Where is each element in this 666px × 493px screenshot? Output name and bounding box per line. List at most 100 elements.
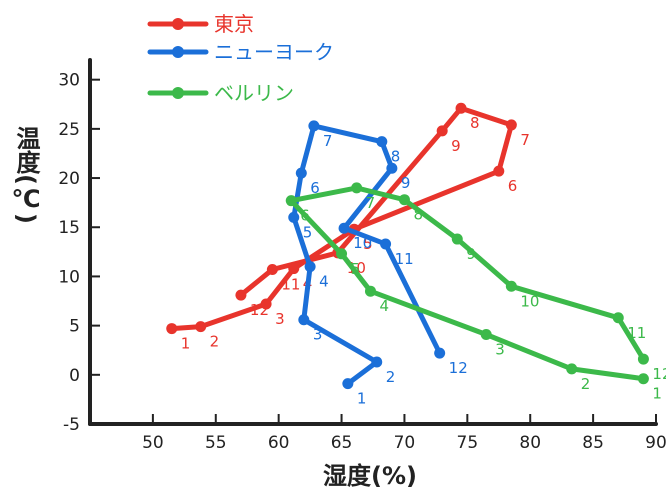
y-tick-label: 15 (58, 218, 80, 238)
data-label: 1 (181, 335, 191, 353)
data-point (308, 120, 320, 132)
data-label: 3 (275, 310, 285, 328)
x-tick-label: 85 (582, 433, 604, 453)
data-point (386, 162, 398, 174)
legend-label: ニューヨーク (214, 40, 334, 64)
y-tick-label: -5 (63, 415, 80, 435)
data-label: 4 (319, 273, 329, 291)
axes (88, 58, 658, 426)
data-label: 7 (520, 131, 530, 149)
data-label: 6 (508, 177, 518, 195)
data-point (505, 280, 517, 292)
data-point (260, 298, 272, 310)
data-point (295, 167, 307, 179)
data-point (493, 165, 505, 177)
data-label: 1 (652, 385, 662, 403)
data-point (398, 194, 410, 206)
legend-marker (172, 46, 184, 58)
data-point (288, 211, 300, 223)
data-point (566, 363, 578, 375)
data-label: 6 (300, 207, 310, 225)
y-tick-label: 20 (58, 169, 80, 189)
data-point (505, 119, 517, 131)
data-label: 4 (379, 297, 389, 315)
data-point (166, 323, 178, 335)
data-label: 5 (363, 235, 373, 253)
data-point (342, 378, 354, 390)
x-tick-label: 55 (205, 433, 227, 453)
data-label: 10 (353, 234, 372, 252)
y-tick-label: 25 (58, 120, 80, 140)
data-label: 12 (250, 301, 269, 319)
data-point (285, 195, 297, 207)
data-point (195, 321, 207, 333)
series-line (291, 123, 443, 387)
data-label: 6 (310, 179, 320, 197)
data-label: 9 (401, 174, 411, 192)
data-point (338, 222, 350, 234)
legend-item: ベルリン (147, 81, 294, 105)
data-label: 5 (351, 260, 361, 278)
data-label: 2 (210, 333, 220, 351)
data-point (351, 182, 363, 194)
data-point (336, 248, 348, 260)
data-label: 8 (470, 114, 480, 132)
y-tick-label: 5 (69, 317, 80, 337)
y-ticks: -5 0 5 10 15 20 25 30 (58, 71, 100, 435)
data-point (371, 356, 383, 368)
data-point (288, 263, 300, 275)
legend-item: 東京 (147, 12, 254, 36)
y-tick-label: 10 (58, 267, 80, 287)
data-point (434, 347, 446, 359)
data-point (304, 261, 316, 273)
data-point (298, 314, 310, 326)
y-tick-label: 30 (58, 71, 80, 91)
x-tick-label: 80 (519, 433, 541, 453)
data-label: 3 (313, 326, 323, 344)
data-label: 5 (303, 223, 313, 241)
data-label: 9 (451, 137, 461, 155)
data-point (380, 238, 392, 250)
data-label: 10 (520, 292, 539, 310)
data-point (376, 136, 388, 148)
x-ticks: 50 55 60 65 70 75 80 85 90 (142, 414, 666, 453)
data-label: 7 (323, 132, 333, 150)
legend-marker (172, 18, 184, 30)
data-point (235, 289, 247, 301)
legend-label: ベルリン (214, 81, 294, 105)
data-label: 2 (386, 368, 396, 386)
y-axis-title: 温度(℃) (12, 126, 40, 224)
data-point (364, 285, 376, 297)
data-label: 3 (495, 340, 505, 358)
x-tick-label: 65 (331, 433, 353, 453)
data-point (637, 373, 649, 385)
legend-item: ニューヨーク (147, 40, 334, 64)
data-label: 8 (391, 148, 401, 166)
y-tick-label: 0 (69, 366, 80, 386)
data-point (436, 125, 448, 137)
data-label: 2 (581, 375, 591, 393)
legend-label: 東京 (214, 12, 254, 36)
x-axis-title: 湿度(%) (323, 462, 417, 490)
data-label: 11 (395, 250, 414, 268)
data-point (455, 102, 467, 114)
data-point (612, 312, 624, 324)
data-point (266, 264, 278, 276)
x-tick-label: 50 (142, 433, 164, 453)
data-label: 7 (366, 194, 376, 212)
data-label: 12 (652, 365, 666, 383)
legend-marker (172, 87, 184, 99)
data-point (480, 328, 492, 340)
data-point (451, 233, 463, 245)
series-line (288, 185, 646, 382)
x-tick-label: 90 (645, 433, 666, 453)
data-label: 11 (281, 276, 300, 294)
data-label: 8 (413, 206, 423, 224)
data-label: 11 (627, 324, 646, 342)
series-layer: 1 234567891011121234567891011121234567891… (166, 102, 666, 408)
data-label: 9 (466, 245, 476, 263)
